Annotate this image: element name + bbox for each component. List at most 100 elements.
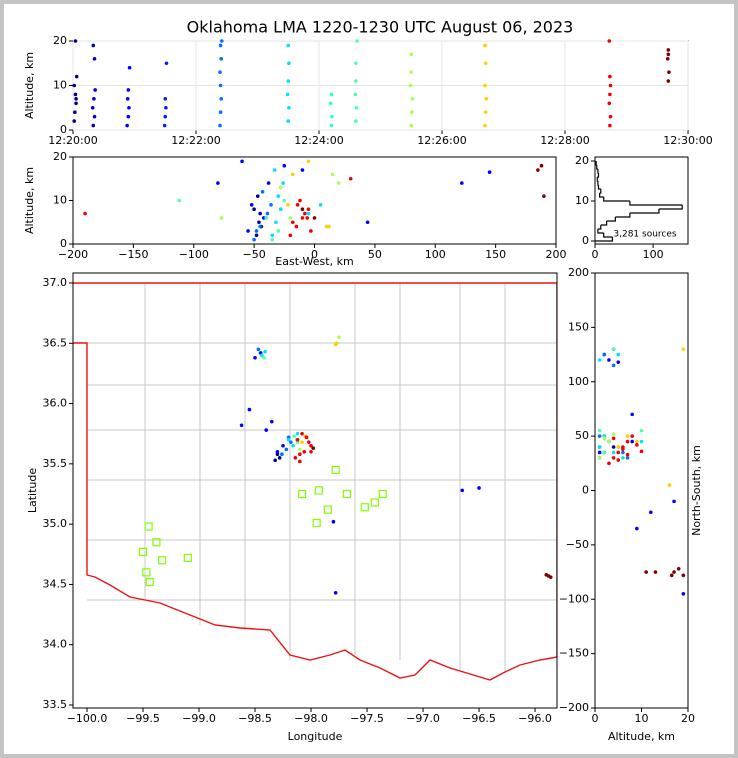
source-point bbox=[483, 123, 487, 128]
source-point bbox=[625, 434, 630, 438]
source-point bbox=[329, 92, 334, 97]
source-point bbox=[162, 123, 167, 128]
y-axis-label: North-South, km bbox=[690, 445, 703, 536]
source-point bbox=[252, 207, 256, 211]
source-point bbox=[273, 458, 277, 463]
annotation: 3,281 sources bbox=[613, 230, 677, 240]
y-tick-label: 100 bbox=[568, 375, 589, 388]
source-point bbox=[73, 110, 77, 114]
source-point bbox=[312, 216, 317, 220]
source-point bbox=[408, 83, 413, 88]
source-point bbox=[607, 439, 611, 444]
source-point bbox=[177, 198, 182, 203]
source-point bbox=[318, 203, 323, 207]
source-point bbox=[298, 447, 302, 452]
histogram-step bbox=[600, 221, 608, 226]
source-point bbox=[630, 439, 634, 444]
source-point bbox=[669, 573, 674, 578]
station bbox=[145, 577, 154, 587]
source-point bbox=[304, 435, 309, 440]
source-point bbox=[611, 456, 616, 460]
source-point bbox=[260, 190, 265, 194]
source-point bbox=[477, 486, 481, 490]
source-point bbox=[681, 592, 686, 596]
source-point bbox=[616, 458, 621, 462]
source-point bbox=[218, 43, 223, 48]
source-point bbox=[653, 570, 658, 574]
source-point bbox=[607, 358, 611, 362]
source-point bbox=[218, 83, 223, 88]
histogram-step bbox=[615, 213, 631, 218]
source-point bbox=[544, 572, 549, 577]
source-point bbox=[306, 159, 311, 164]
source-point bbox=[410, 110, 414, 114]
source-point bbox=[277, 456, 282, 460]
source-point bbox=[611, 363, 616, 368]
x-tick-label: −99.0 bbox=[182, 712, 216, 725]
station bbox=[157, 556, 167, 565]
plot-area bbox=[72, 272, 558, 709]
y-tick-label: 33.5 bbox=[43, 698, 68, 711]
source-point bbox=[334, 341, 339, 346]
source-point bbox=[219, 97, 224, 101]
x-tick-label: 100 bbox=[643, 248, 664, 261]
source-point bbox=[306, 440, 311, 444]
x-tick-label: −100.0 bbox=[67, 712, 108, 725]
source-point bbox=[483, 83, 487, 88]
source-point bbox=[300, 440, 304, 444]
source-point bbox=[265, 211, 270, 216]
source-point bbox=[337, 335, 341, 340]
source-point bbox=[164, 105, 168, 110]
y-tick-label: 150 bbox=[568, 320, 589, 333]
source-point bbox=[309, 443, 313, 448]
histogram-step bbox=[629, 209, 660, 214]
source-point bbox=[330, 114, 334, 119]
source-point bbox=[672, 499, 676, 504]
y-tick-label: 20 bbox=[53, 150, 67, 163]
source-point bbox=[290, 220, 295, 225]
source-point bbox=[276, 194, 281, 198]
source-point bbox=[92, 57, 97, 61]
source-point bbox=[672, 570, 676, 574]
source-point bbox=[616, 360, 621, 364]
x-tick-label: 12:22:00 bbox=[171, 134, 220, 147]
source-point bbox=[92, 97, 96, 101]
source-point bbox=[270, 233, 275, 238]
source-point bbox=[681, 347, 686, 351]
source-point bbox=[348, 176, 353, 181]
source-point bbox=[635, 526, 639, 531]
source-point bbox=[262, 355, 266, 360]
x-tick-label: 150 bbox=[485, 248, 506, 261]
source-point bbox=[288, 233, 293, 238]
source-point bbox=[302, 449, 307, 454]
source-point bbox=[625, 456, 630, 460]
histogram-step bbox=[595, 161, 597, 166]
y-tick-label: 20 bbox=[53, 34, 67, 47]
source-point bbox=[252, 237, 256, 242]
source-point bbox=[298, 459, 302, 464]
source-point bbox=[630, 434, 634, 438]
source-point bbox=[286, 203, 290, 207]
source-point bbox=[602, 450, 607, 455]
source-point bbox=[287, 105, 291, 110]
histogram-step bbox=[596, 177, 598, 182]
source-point bbox=[409, 70, 414, 74]
x-tick-label: −97.5 bbox=[350, 712, 384, 725]
source-point bbox=[621, 456, 625, 460]
station bbox=[297, 489, 307, 499]
source-point bbox=[239, 423, 244, 428]
source-point bbox=[607, 39, 612, 43]
source-point bbox=[597, 450, 602, 455]
source-point bbox=[309, 229, 313, 233]
source-point bbox=[409, 123, 414, 128]
source-point bbox=[608, 123, 612, 128]
y-tick-label: 0 bbox=[582, 484, 589, 497]
source-point bbox=[256, 347, 261, 352]
source-point bbox=[264, 428, 269, 432]
source-point bbox=[286, 119, 291, 123]
source-point bbox=[539, 163, 544, 168]
source-point bbox=[266, 181, 271, 185]
source-point bbox=[164, 61, 169, 66]
y-tick-label: −150 bbox=[559, 647, 589, 660]
